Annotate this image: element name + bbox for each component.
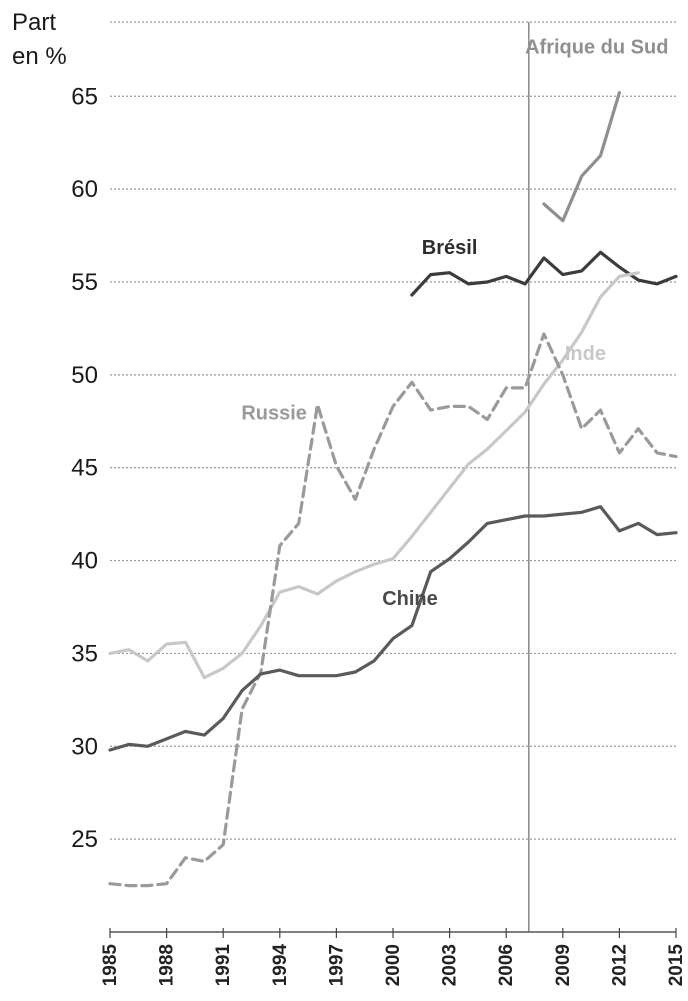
series-lines [108,90,678,888]
x-tick-1997: 1997 [326,944,347,986]
x-tick-2000: 2000 [383,944,404,986]
x-tick-2009: 2009 [553,944,574,986]
x-tick-2003: 2003 [440,944,461,986]
series-label-inde: Inde [565,343,606,365]
gridlines [110,21,676,840]
x-tick-1985: 1985 [100,944,121,987]
series-line-russie [108,332,678,888]
x-tick-1988: 1988 [157,944,178,986]
y-axis-title-line2: en % [12,43,67,70]
y-tick-35: 35 [71,640,98,667]
x-axis-ticks: 1985 1988 1991 1994 1997 2000 2003 2006 2009 2012… [100,928,687,986]
y-axis-ticks: 25 30 35 40 45 50 55 60 65 [71,83,98,853]
series-label-russie: Russie [241,402,307,424]
x-tick-2015: 2015 [666,944,687,987]
series-labels: Afrique du Sud Brésil Inde Russie Chine [241,37,668,611]
x-tick-1994: 1994 [270,944,291,987]
series-line-chine [108,505,678,752]
series-label-chine: Chine [382,588,438,610]
series-line-inde [108,271,640,680]
y-tick-30: 30 [71,733,98,760]
y-tick-50: 50 [71,362,98,389]
y-tick-60: 60 [71,176,98,203]
x-tick-2012: 2012 [609,944,630,986]
series-label-bresil: Brésil [422,237,478,259]
y-tick-65: 65 [71,83,98,110]
y-tick-25: 25 [71,826,98,853]
y-tick-55: 55 [71,269,98,296]
series-line-afrique-du-sud [542,90,622,223]
series-label-afrique-du-sud: Afrique du Sud [525,37,668,59]
x-tick-1991: 1991 [213,944,234,987]
x-tick-2006: 2006 [496,944,517,986]
series-line-bresil [410,250,678,297]
y-axis-title-line1: Part [12,9,56,36]
y-tick-45: 45 [71,455,98,482]
y-tick-40: 40 [71,548,98,575]
